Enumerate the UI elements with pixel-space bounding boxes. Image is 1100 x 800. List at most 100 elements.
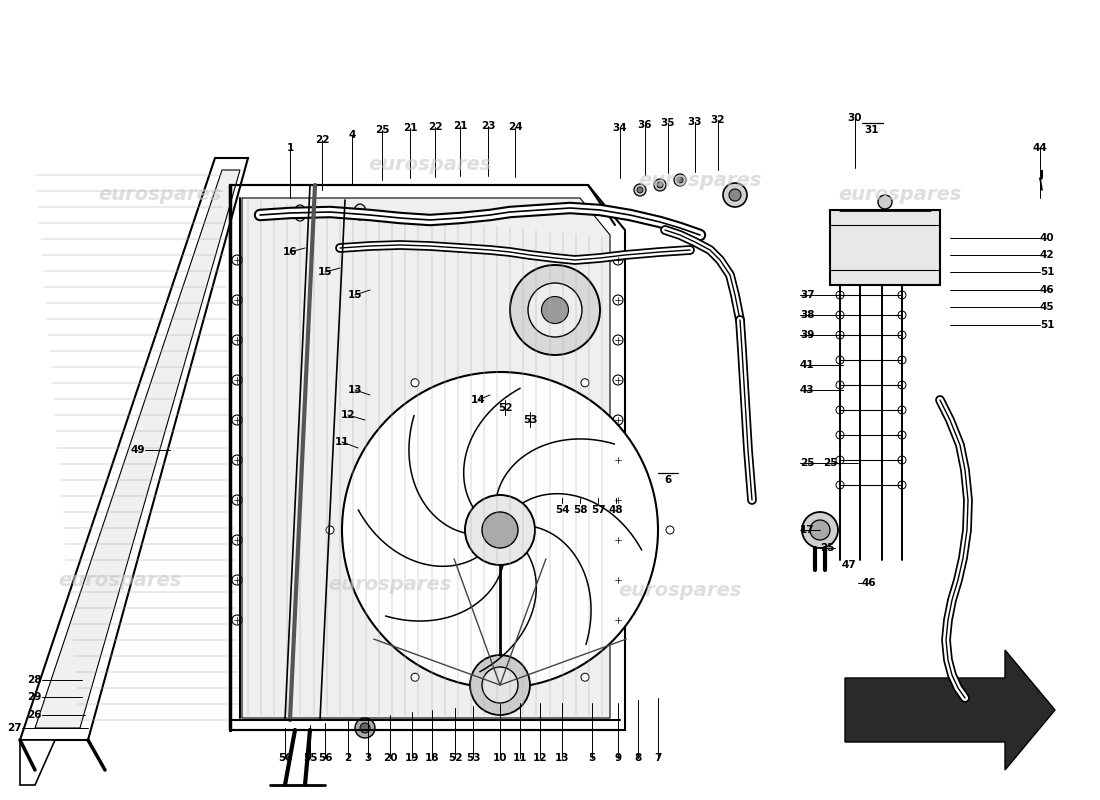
Text: 11: 11 xyxy=(513,753,527,763)
Circle shape xyxy=(482,512,518,548)
Circle shape xyxy=(613,455,623,465)
Circle shape xyxy=(541,297,569,323)
Text: 55: 55 xyxy=(302,753,317,763)
Text: 48: 48 xyxy=(608,505,624,515)
Text: 5: 5 xyxy=(588,753,595,763)
Circle shape xyxy=(232,295,242,305)
Text: 14: 14 xyxy=(471,395,485,405)
Circle shape xyxy=(613,335,623,345)
Circle shape xyxy=(613,495,623,505)
Circle shape xyxy=(836,456,844,464)
Circle shape xyxy=(723,183,747,207)
Circle shape xyxy=(898,406,906,414)
Circle shape xyxy=(528,283,582,337)
Polygon shape xyxy=(845,650,1055,770)
FancyBboxPatch shape xyxy=(830,210,940,285)
Text: 36: 36 xyxy=(638,120,652,130)
Text: 52: 52 xyxy=(448,753,462,763)
Circle shape xyxy=(634,184,646,196)
Text: 25: 25 xyxy=(800,458,814,468)
Text: 1: 1 xyxy=(286,143,294,153)
Text: 3: 3 xyxy=(364,753,372,763)
Circle shape xyxy=(836,331,844,339)
Text: 54: 54 xyxy=(554,505,570,515)
Text: 15: 15 xyxy=(318,267,332,277)
Circle shape xyxy=(613,375,623,385)
Circle shape xyxy=(878,195,892,209)
Circle shape xyxy=(729,189,741,201)
Circle shape xyxy=(898,431,906,439)
Circle shape xyxy=(836,431,844,439)
Circle shape xyxy=(581,378,589,386)
Circle shape xyxy=(232,375,242,385)
Text: 33: 33 xyxy=(688,117,702,127)
Circle shape xyxy=(637,187,644,193)
Text: 58: 58 xyxy=(573,505,587,515)
Circle shape xyxy=(836,291,844,299)
Text: J: J xyxy=(1040,170,1044,180)
Text: 21: 21 xyxy=(453,121,468,131)
Polygon shape xyxy=(35,170,240,728)
Text: eurospares: eurospares xyxy=(368,155,492,174)
Circle shape xyxy=(355,718,375,738)
Circle shape xyxy=(898,311,906,319)
Text: 50: 50 xyxy=(277,753,293,763)
Text: 20: 20 xyxy=(383,753,397,763)
Circle shape xyxy=(482,667,518,703)
Text: 39: 39 xyxy=(800,330,814,340)
Text: 23: 23 xyxy=(481,121,495,131)
Circle shape xyxy=(465,495,535,565)
Circle shape xyxy=(836,381,844,389)
Text: 8: 8 xyxy=(635,753,641,763)
Text: 24: 24 xyxy=(508,122,522,132)
Circle shape xyxy=(232,255,242,265)
Text: 32: 32 xyxy=(711,115,725,125)
Text: 4: 4 xyxy=(349,130,355,140)
Circle shape xyxy=(898,456,906,464)
Circle shape xyxy=(613,575,623,585)
Circle shape xyxy=(232,455,242,465)
Circle shape xyxy=(613,615,623,625)
Text: 18: 18 xyxy=(425,753,439,763)
Ellipse shape xyxy=(294,205,306,221)
Text: 46: 46 xyxy=(862,578,877,588)
Text: 29: 29 xyxy=(28,692,42,702)
Text: 53: 53 xyxy=(465,753,481,763)
Circle shape xyxy=(232,535,242,545)
Circle shape xyxy=(232,495,242,505)
Circle shape xyxy=(898,381,906,389)
Circle shape xyxy=(232,415,242,425)
Text: 28: 28 xyxy=(28,675,42,685)
Circle shape xyxy=(613,415,623,425)
Text: 40: 40 xyxy=(1040,233,1055,243)
Ellipse shape xyxy=(354,204,366,220)
Text: 25: 25 xyxy=(375,125,389,135)
Text: 44: 44 xyxy=(1033,143,1047,153)
Circle shape xyxy=(836,311,844,319)
Circle shape xyxy=(657,182,663,188)
Circle shape xyxy=(232,335,242,345)
Text: 2: 2 xyxy=(344,753,352,763)
Circle shape xyxy=(676,177,683,183)
Text: eurospares: eurospares xyxy=(98,186,222,205)
Text: 13: 13 xyxy=(554,753,570,763)
Polygon shape xyxy=(242,198,610,718)
Text: 9: 9 xyxy=(615,753,622,763)
Text: 11: 11 xyxy=(334,437,350,447)
Circle shape xyxy=(326,526,334,534)
Circle shape xyxy=(810,520,830,540)
Text: 42: 42 xyxy=(1040,250,1055,260)
Text: 35: 35 xyxy=(661,118,675,128)
Circle shape xyxy=(836,481,844,489)
Text: 34: 34 xyxy=(613,123,627,133)
Circle shape xyxy=(342,372,658,688)
Circle shape xyxy=(360,723,370,733)
Circle shape xyxy=(411,378,419,386)
Text: 49: 49 xyxy=(131,445,145,455)
Text: 27: 27 xyxy=(8,723,22,733)
Circle shape xyxy=(836,406,844,414)
Text: 43: 43 xyxy=(800,385,815,395)
Polygon shape xyxy=(20,740,55,785)
Text: eurospares: eurospares xyxy=(58,570,182,590)
Circle shape xyxy=(666,526,674,534)
